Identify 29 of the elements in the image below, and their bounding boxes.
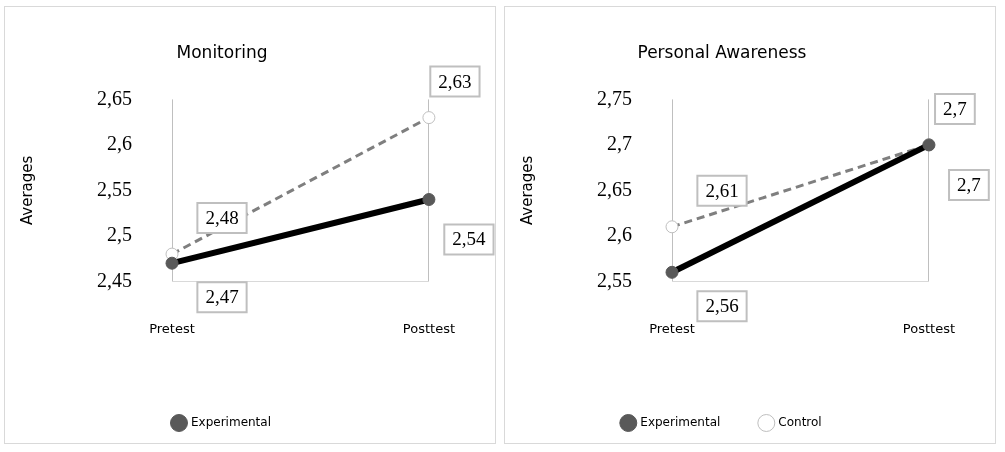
y-tick-label: 2,6 [607, 223, 632, 246]
y-tick-label: 2,55 [597, 268, 632, 291]
y-tick-label: 2,45 [97, 268, 132, 291]
x-tick-label: Pretest [649, 320, 695, 336]
x-tick-label: Posttest [902, 320, 955, 336]
y-tick-label: 2,6 [107, 132, 132, 155]
legend-label: Control [778, 415, 822, 430]
data-label: 2,47 [205, 286, 239, 308]
x-tick-label: Posttest [402, 320, 455, 336]
chart-title: Personal Awareness [637, 41, 807, 62]
y-axis-title: Averages [517, 155, 536, 226]
y-tick-label: 2,65 [97, 86, 132, 109]
legend-label: Experimental [190, 415, 272, 430]
y-tick-label: 2,5 [107, 223, 132, 246]
data-label: 2,7 [943, 97, 967, 119]
y-tick-label: 2,75 [597, 86, 632, 109]
y-tick-label: 2,7 [607, 132, 632, 155]
legend-label: Experimental [640, 415, 721, 430]
y-tick-label: 2,65 [597, 177, 632, 200]
y-axis-title: Averages [17, 155, 36, 226]
chart-title: Monitoring [176, 41, 268, 62]
data-label: 2,63 [438, 70, 472, 92]
x-tick-label: Pretest [149, 320, 195, 336]
data-label: 2,7 [957, 173, 981, 195]
data-label: 2,56 [705, 295, 739, 317]
data-label: 2,61 [705, 179, 739, 201]
data-label: 2,54 [452, 228, 487, 250]
y-tick-label: 2,55 [97, 177, 132, 200]
data-label: 2,48 [205, 207, 239, 229]
